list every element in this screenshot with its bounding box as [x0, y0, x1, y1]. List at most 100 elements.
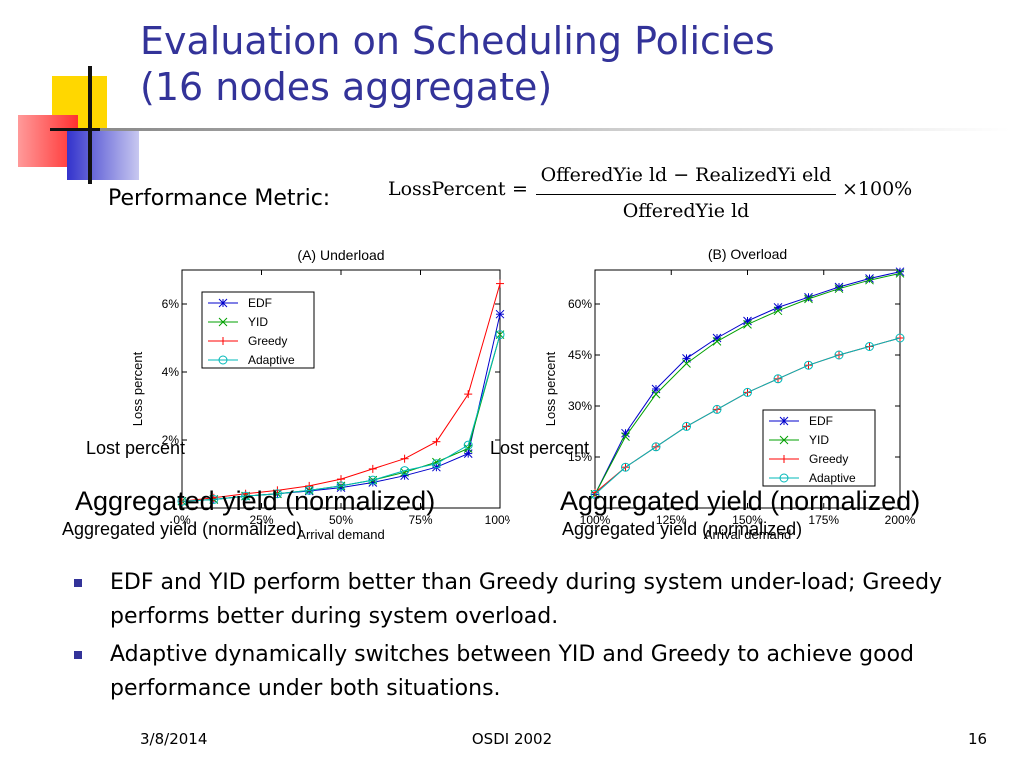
data-point [495, 309, 505, 319]
legend-marker [779, 473, 789, 483]
series-markers-adaptive [590, 333, 905, 499]
data-point [241, 491, 251, 501]
footer-date: 3/8/2014 [140, 730, 208, 748]
loss-percent-formula: LossPercent = OfferedYie ld − RealizedYi… [388, 164, 928, 228]
bullet-list: EDF and YID perform better than Greedy d… [72, 566, 1002, 710]
formula-fraction-bar [536, 194, 836, 195]
series-markers-greedy [178, 279, 504, 506]
slide-title-line1: Evaluation on Scheduling Policies [140, 19, 775, 63]
legend-label: YID [809, 433, 829, 447]
data-point [712, 333, 722, 343]
performance-metric-label: Performance Metric: [108, 186, 331, 211]
data-point [651, 389, 661, 399]
series-line-adaptive [181, 334, 501, 502]
data-point [834, 350, 844, 360]
bullet-text: EDF and YID perform better than Greedy d… [110, 570, 943, 629]
data-point [621, 462, 630, 472]
aggregated-yield-small-left: Aggregated yield (normalized) [62, 519, 303, 539]
legend-marker [780, 455, 788, 463]
legend-label: YID [248, 315, 268, 329]
y-tick-label: 4% [162, 365, 180, 379]
data-point [400, 466, 410, 476]
data-point [712, 337, 722, 346]
data-point [590, 489, 600, 499]
data-point [272, 489, 282, 499]
legend-label: Greedy [809, 452, 848, 466]
legend-label: EDF [248, 296, 272, 310]
x-axis-label: Arrival demand [704, 527, 791, 542]
legend-marker [218, 298, 228, 308]
title-divider [100, 128, 1010, 131]
data-point [895, 333, 905, 343]
data-point [743, 320, 752, 329]
data-point [463, 444, 473, 453]
slide-logo [0, 0, 140, 185]
y-tick-label: 15% [568, 450, 592, 464]
aggregated-yield-big-left: Aggregated yield (normalized) [75, 486, 436, 516]
legend-marker [779, 416, 789, 426]
legend-marker [219, 337, 227, 345]
slide-title: Evaluation on Scheduling Policies (16 no… [140, 18, 1000, 110]
data-point [463, 440, 473, 450]
data-point [743, 387, 752, 397]
data-point [773, 303, 783, 312]
y-tick-label: 45% [568, 348, 592, 362]
legend-marker [779, 435, 789, 445]
bullet-item: EDF and YID perform better than Greedy d… [72, 566, 1002, 634]
chart-a-title: (A) Underload [297, 247, 385, 263]
aggregated-yield-big-right: Aggregated yield (normalized) [560, 486, 921, 516]
formula-denominator: OfferedYie ld [622, 200, 750, 222]
logo-horizontal-line [50, 128, 110, 131]
formula-lhs: LossPercent [388, 178, 506, 200]
x-tick-label: 100% [485, 513, 510, 527]
legend-label: Adaptive [809, 471, 856, 485]
data-point [834, 284, 844, 294]
lost-percent-label-left: Lost percent [86, 438, 186, 458]
x-tick-label: 200% [885, 513, 915, 527]
formula-multiplier: ×100% [842, 178, 913, 200]
logo-blue-square [67, 130, 139, 180]
data-point [773, 374, 783, 384]
legend-marker [218, 317, 228, 327]
legend-label: EDF [809, 414, 833, 428]
data-point [804, 294, 813, 304]
data-point [865, 342, 874, 351]
data-point [773, 306, 783, 316]
data-point [336, 481, 346, 491]
bullet-square-icon [74, 651, 82, 659]
y-tick-label: 6% [162, 297, 180, 311]
y-tick-label: 60% [568, 297, 592, 311]
x-tick-label: 75% [408, 513, 432, 527]
data-point [804, 292, 813, 302]
footer-venue: OSDI 2002 [471, 730, 553, 748]
chart-b-title: (B) Overload [707, 246, 788, 262]
data-point [209, 495, 219, 504]
x-tick-label: 50% [329, 513, 353, 527]
y-axis-label: Loss percent [130, 351, 145, 426]
y-tick-label: 30% [568, 399, 592, 413]
data-point [464, 390, 473, 399]
series-markers-yid [590, 269, 905, 499]
bullet-item: Adaptive dynamically switches between YI… [72, 638, 1002, 706]
x-tick-label: 25% [249, 513, 273, 527]
x-tick-label: 150% [732, 513, 763, 527]
data-point [804, 360, 813, 370]
series-line-adaptive [594, 337, 901, 495]
logo-vertical-line [88, 66, 92, 184]
data-point [621, 432, 630, 441]
legend-label: Adaptive [248, 353, 295, 367]
x-tick-label: 125% [656, 513, 687, 527]
x-axis-label: Arrival demand [297, 527, 384, 542]
x-tick-label: 175% [808, 513, 839, 527]
data-point [496, 279, 504, 288]
data-point [432, 437, 441, 446]
legend-marker [218, 355, 228, 365]
data-point [895, 269, 905, 278]
chart-a-underload: 0% 25% 50% 75% 100% 2% 4% 6% Arrival demand Loss … [130, 269, 510, 542]
data-point [682, 359, 691, 368]
formula-equals: = [512, 178, 528, 200]
lost-percent-label-right: Lost percent [490, 438, 590, 458]
y-axis-label: Loss percent [543, 351, 558, 426]
formula-numerator: OfferedYie ld − RealizedYi eld [540, 164, 832, 186]
data-point [682, 421, 691, 431]
